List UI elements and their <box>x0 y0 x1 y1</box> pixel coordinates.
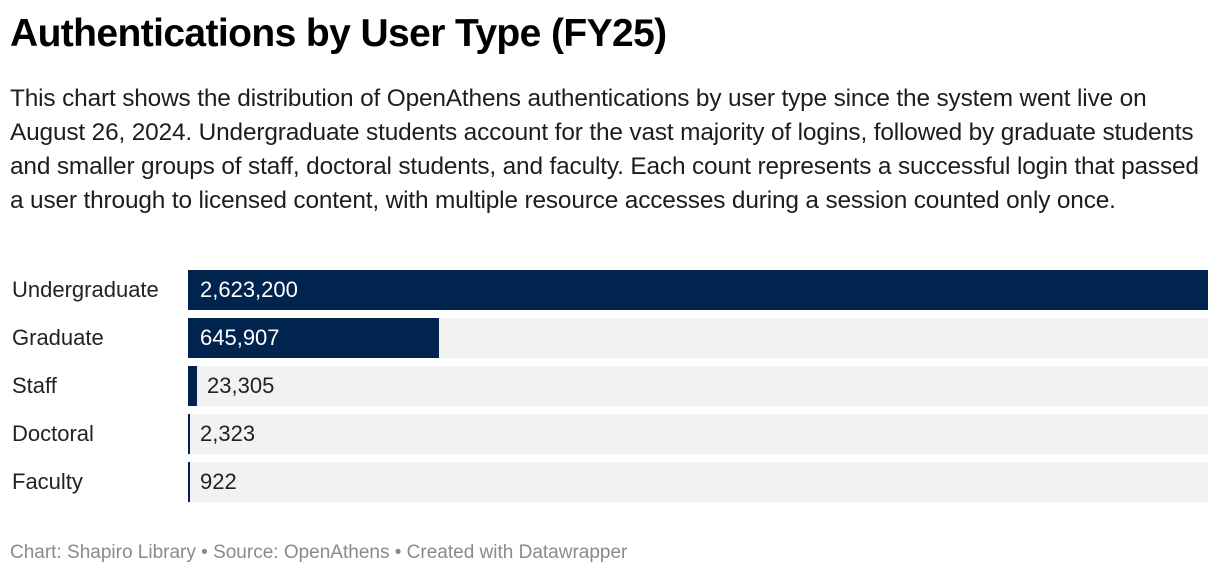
value-label: 2,623,200 <box>200 277 298 302</box>
bar-row-staff: Staff 23,305 <box>0 366 1220 406</box>
bar-track: 23,305 <box>188 366 1208 406</box>
value-label: 23,305 <box>207 373 275 398</box>
category-label: Graduate <box>12 325 104 350</box>
bar <box>188 414 190 454</box>
bar <box>188 318 440 358</box>
value-label: 2,323 <box>200 421 256 446</box>
bar <box>188 270 1208 310</box>
bar-track: 922 <box>188 462 1208 502</box>
bar-row-faculty: Faculty 922 <box>0 462 1220 502</box>
value-label: 922 <box>200 469 237 494</box>
bar <box>188 462 190 502</box>
bar-row-undergraduate: Undergraduate 2,623,200 <box>0 270 1220 310</box>
chart-description: This chart shows the distribution of Ope… <box>10 85 1199 214</box>
bar <box>188 366 198 406</box>
category-label: Undergraduate <box>12 277 159 302</box>
value-label: 645,907 <box>200 325 280 350</box>
bar-row-graduate: Graduate 645,907 <box>0 318 1220 358</box>
category-label: Doctoral <box>12 421 94 446</box>
bar-track: 2,323 <box>188 414 1208 454</box>
category-label: Faculty <box>12 469 83 494</box>
bar-track: 645,907 <box>188 318 1208 358</box>
chart-title: Authentications by User Type (FY25) <box>10 12 667 55</box>
category-label: Staff <box>12 373 57 398</box>
chart-footer: Chart: Shapiro Library • Source: OpenAth… <box>10 542 628 563</box>
bar-track: 2,623,200 <box>188 270 1208 310</box>
bar-row-doctoral: Doctoral 2,323 <box>0 414 1220 454</box>
